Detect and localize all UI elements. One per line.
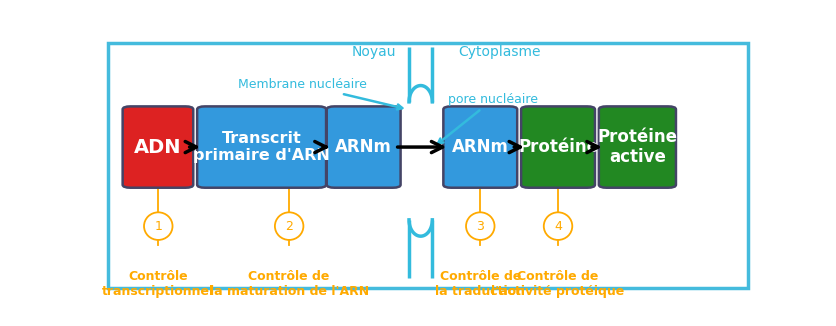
Text: 4: 4 [554, 220, 562, 233]
FancyBboxPatch shape [197, 106, 326, 188]
Text: Contrôle de
la maturation de l'ARN: Contrôle de la maturation de l'ARN [210, 270, 369, 298]
FancyBboxPatch shape [123, 106, 193, 188]
Text: Cytoplasme: Cytoplasme [458, 45, 541, 59]
Text: Contrôle de
l'activité protéique: Contrôle de l'activité protéique [492, 270, 624, 298]
Text: Protéine
active: Protéine active [598, 128, 677, 167]
FancyBboxPatch shape [599, 106, 676, 188]
Text: ARNm: ARNm [335, 138, 392, 156]
FancyBboxPatch shape [521, 106, 595, 188]
FancyBboxPatch shape [327, 106, 400, 188]
Text: Contrôle de
la traduction: Contrôle de la traduction [436, 270, 525, 298]
Text: 2: 2 [285, 220, 293, 233]
Text: Noyau: Noyau [351, 45, 395, 59]
Text: ARNm: ARNm [451, 138, 509, 156]
Text: ADN: ADN [135, 138, 181, 156]
Text: pore nucléaire: pore nucléaire [438, 93, 538, 143]
Text: Membrane nucléaire: Membrane nucléaire [237, 78, 402, 110]
Text: Transcrit
primaire d'ARN: Transcrit primaire d'ARN [193, 131, 330, 163]
Text: 3: 3 [477, 220, 484, 233]
Text: Protéine: Protéine [518, 138, 598, 156]
Text: 1: 1 [155, 220, 162, 233]
FancyBboxPatch shape [443, 106, 517, 188]
Text: Contrôle
transcriptionnel: Contrôle transcriptionnel [102, 270, 214, 298]
